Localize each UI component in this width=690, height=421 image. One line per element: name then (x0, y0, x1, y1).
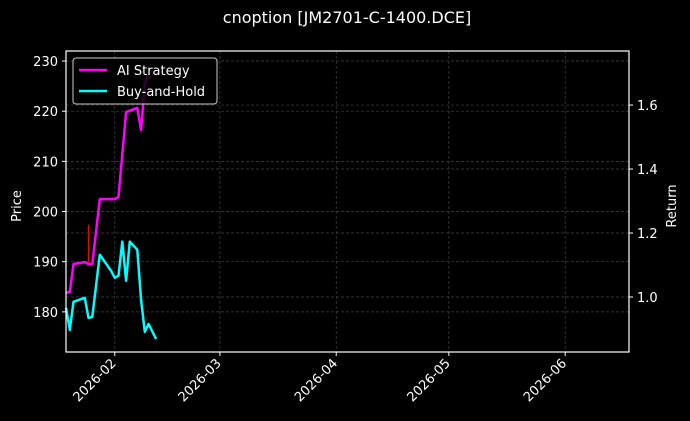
legend: AI Strategy Buy-and-Hold (72, 57, 218, 105)
buy-and-hold-line (64, 240, 158, 340)
grid-lines (66, 51, 629, 352)
x-tick-label: 2026-02 (71, 356, 120, 405)
x-axis: 2026-02 2026-03 2026-04 2026-05 2026-06 (71, 352, 570, 405)
x-tick-label: 2026-03 (176, 356, 225, 405)
y-tick-label: 180 (33, 306, 58, 321)
series-group (64, 71, 158, 340)
y2-tick-label: 1.6 (637, 99, 658, 114)
y-tick-label: 200 (33, 206, 58, 221)
y-tick-label: 190 (33, 256, 58, 271)
y-tick-label: 220 (33, 105, 58, 120)
axes-frame (65, 50, 630, 353)
x-tick-label: 2026-05 (405, 356, 454, 405)
y-axis-left: 180 190 200 210 220 230 (33, 55, 66, 321)
y2-tick-label: 1.0 (637, 291, 658, 306)
ai-strategy-line (65, 71, 150, 295)
y2-tick-label: 1.2 (637, 227, 658, 242)
x-tick-label: 2026-06 (521, 356, 570, 405)
y-axis-right: 1.0 1.2 1.4 1.6 (629, 99, 658, 306)
y-tick-label: 230 (33, 55, 58, 70)
legend-label-ai-strategy: AI Strategy (117, 64, 190, 79)
y-tick-label: 210 (33, 155, 58, 170)
y2-axis-label: Return (665, 184, 680, 227)
y-axis-label: Price (10, 190, 25, 222)
y2-tick-label: 1.4 (637, 163, 658, 178)
chart-title: cnoption [JM2701-C-1400.DCE] (223, 8, 471, 27)
legend-box (72, 57, 218, 105)
x-tick-label: 2026-04 (292, 356, 341, 405)
legend-label-buy-and-hold: Buy-and-Hold (117, 85, 205, 100)
